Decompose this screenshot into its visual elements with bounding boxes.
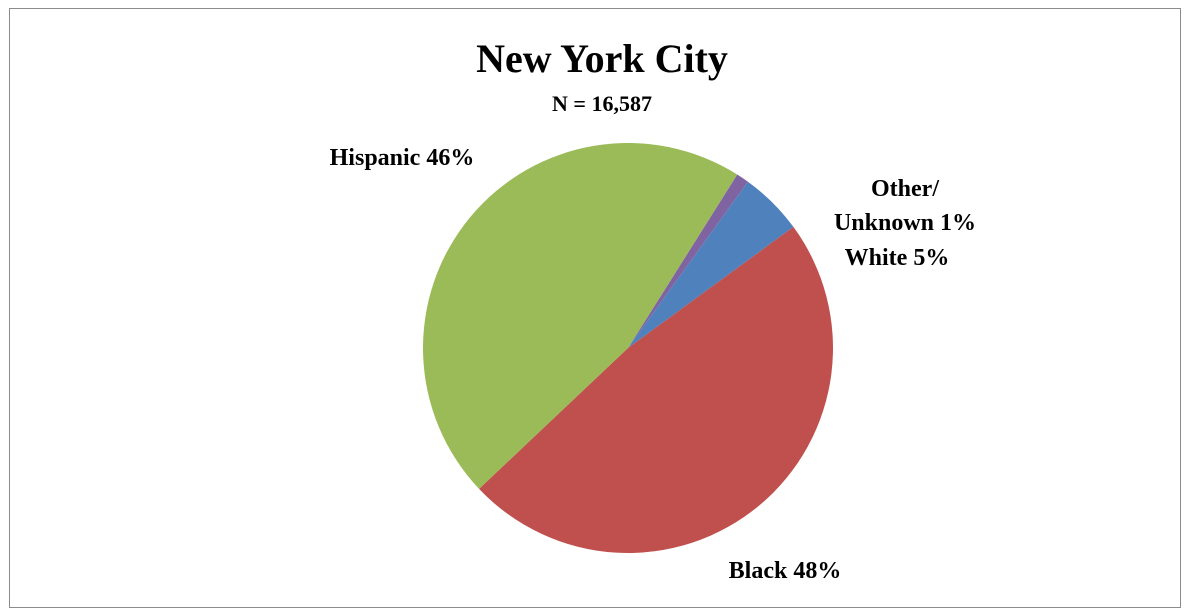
data-label-hispanic: Hispanic 46% [330,145,475,171]
data-label-black: Black 48% [729,558,842,584]
chart-title: New York City [476,36,728,81]
pie-chart: New York City N = 16,587 Other/Unknown 1… [330,36,976,584]
pie-slice-hispanic [422,142,738,489]
pie-slice-black [479,226,833,553]
chart-subtitle: N = 16,587 [552,91,652,116]
pie-slice-white [628,181,794,348]
data-label-other-unknown: Other/Unknown 1% [834,176,976,236]
pie-slice-other-unknown [628,174,748,348]
pie-slices [422,142,833,553]
pie-labels: Other/Unknown 1% White 5% Black 48% Hispani… [330,145,976,584]
data-label-white: White 5% [845,245,950,271]
